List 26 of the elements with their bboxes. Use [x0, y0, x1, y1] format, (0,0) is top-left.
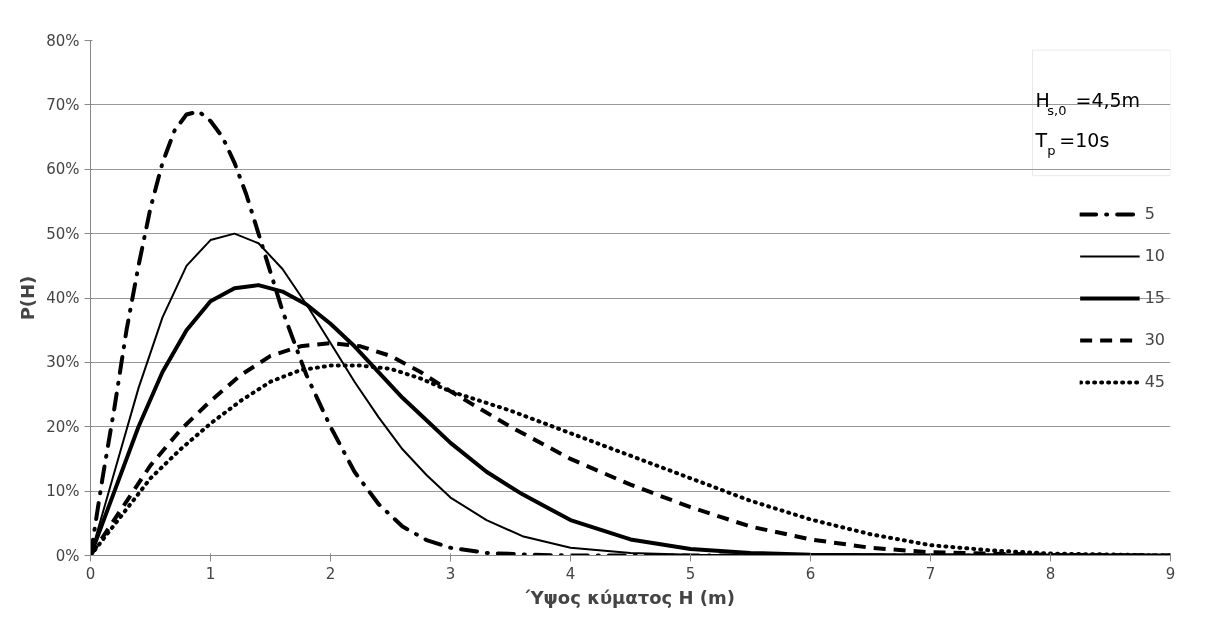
- y-axis-title: P(H): [17, 275, 39, 321]
- x-tick-label: 5: [685, 564, 696, 583]
- legend-label: 15: [1144, 288, 1165, 307]
- y-tick-label: 0%: [55, 546, 80, 565]
- legend-label: 45: [1144, 372, 1165, 391]
- x-tick-label: 7: [925, 564, 936, 583]
- x-tick-label: 0: [85, 564, 96, 583]
- legend-label: 5: [1144, 204, 1156, 223]
- y-tick-label: 20%: [46, 417, 80, 436]
- x-tick-label: 3: [445, 564, 456, 583]
- x-tick-label: 9: [1165, 564, 1176, 583]
- y-tick-label: 40%: [46, 289, 80, 307]
- y-tick-label: 50%: [46, 224, 80, 243]
- x-tick-label: 6: [805, 564, 816, 583]
- x-axis-title: Ύψος κύματος H (m): [524, 586, 736, 608]
- y-tick-label: 10%: [46, 482, 80, 501]
- y-tick-label: 80%: [46, 31, 80, 50]
- x-tick-label: 4: [565, 564, 576, 583]
- x-tick-label: 8: [1045, 564, 1056, 583]
- y-tick-label: 30%: [46, 353, 80, 372]
- legend-label: 10: [1144, 246, 1165, 265]
- x-tick-label: 1: [205, 564, 216, 583]
- y-tick-label: 70%: [46, 95, 80, 114]
- legend-label: 30: [1144, 330, 1165, 349]
- x-tick-label: 2: [325, 564, 336, 583]
- y-tick-label: 60%: [46, 160, 80, 179]
